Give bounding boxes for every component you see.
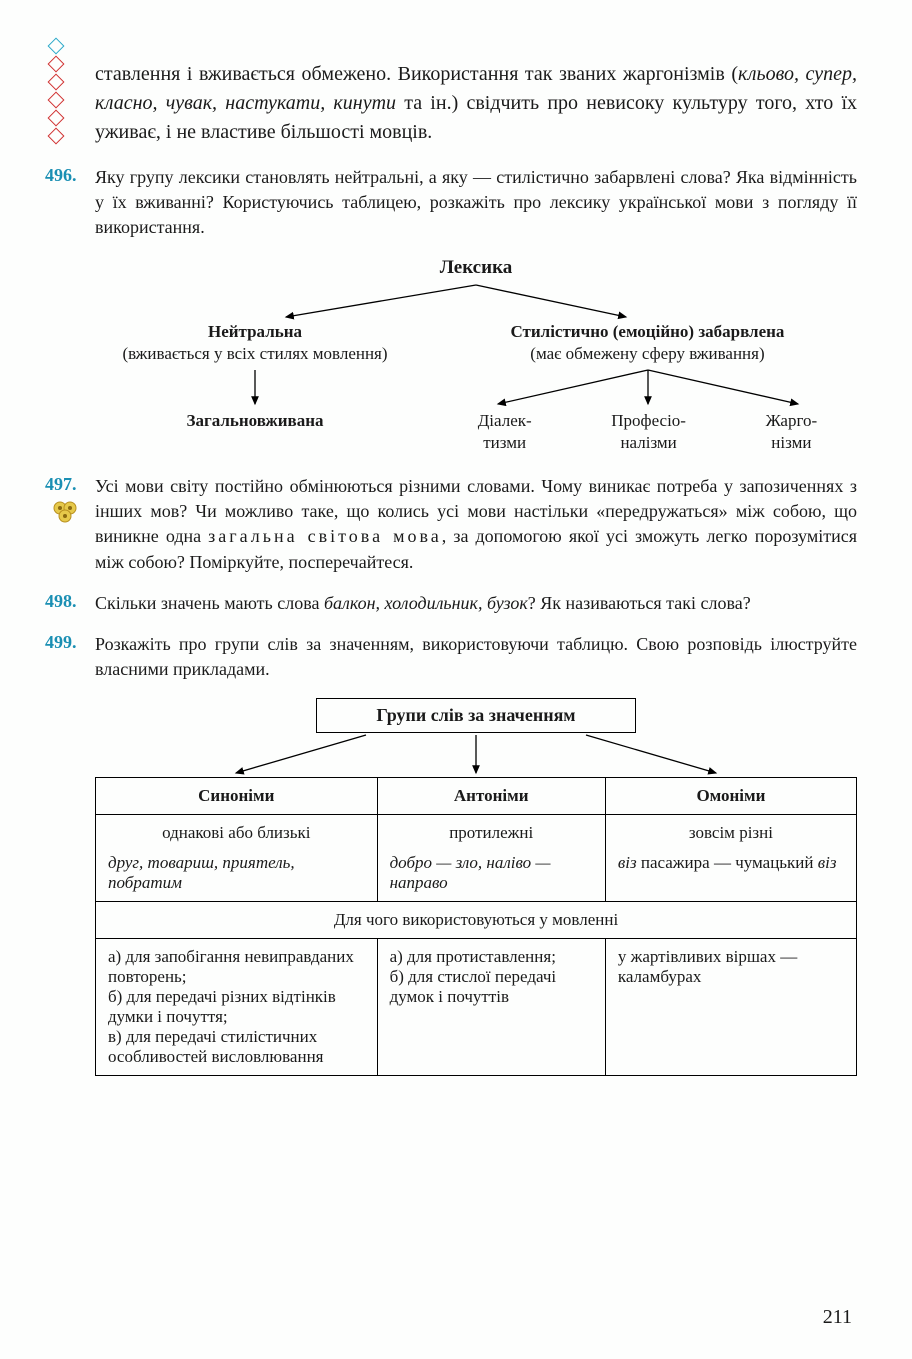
tree-leaf: Діалек- тизми bbox=[478, 410, 532, 454]
tree-arrow-svg bbox=[235, 368, 275, 410]
tree-level-3: Діалек- тизми Професіо- налізми Жарго- н… bbox=[438, 410, 857, 454]
exercise-number: 497. bbox=[45, 474, 77, 495]
table-cell: а) для протиставлення; б) для стислої пе… bbox=[377, 939, 605, 1076]
diamond-icon bbox=[48, 128, 65, 145]
diamond-icon bbox=[48, 110, 65, 127]
margin-ornament bbox=[50, 40, 62, 142]
diamond-icon bbox=[48, 92, 65, 109]
branch-title: Стилістично (емоційно) забарвлена bbox=[510, 322, 784, 341]
exercise-496: 496. Яку групу лексики становлять нейтра… bbox=[55, 165, 857, 241]
word-groups-table: Синоніми Антоніми Омоніми однакові або б… bbox=[95, 777, 857, 1076]
cell-meaning: зовсім різні bbox=[618, 823, 844, 843]
diamond-icon bbox=[48, 74, 65, 91]
table-cell: протилежні добро — зло, наліво — направо bbox=[377, 815, 605, 902]
ex498-italic: балкон, холодильник, бузок bbox=[324, 593, 528, 613]
tree-connector-svg bbox=[156, 283, 796, 321]
cell-example: добро — зло, наліво — направо bbox=[390, 853, 593, 893]
table-header-row: Синоніми Антоніми Омоніми bbox=[96, 778, 857, 815]
table-span-row: Для чого використовуються у мовленні bbox=[96, 902, 857, 939]
textbook-page: ставлення і вживається обмежено. Викорис… bbox=[0, 0, 912, 1359]
ex498-t2: ? Як називаються такі слова? bbox=[528, 593, 751, 613]
intro-text-1: ставлення і вживається обмежено. Викорис… bbox=[95, 63, 738, 85]
branch-title: Нейтральна bbox=[208, 322, 302, 341]
exercise-number: 496. bbox=[45, 165, 77, 186]
tree-leaf: Жарго- нізми bbox=[766, 410, 818, 454]
exercise-number: 499. bbox=[45, 632, 77, 653]
tree-level-2: Нейтральна (вживається у всіх стилях мов… bbox=[95, 321, 857, 454]
lexicon-tree-diagram: Лексика Нейтральна (вживається у всіх ст… bbox=[95, 257, 857, 454]
exercise-text: Скільки значень мають слова балкон, холо… bbox=[95, 591, 857, 616]
diamond-icon bbox=[48, 38, 65, 55]
cell-meaning: протилежні bbox=[390, 823, 593, 843]
ex498-t1: Скільки значень мають слова bbox=[95, 593, 324, 613]
exercise-498: 498. Скільки значень мають слова балкон,… bbox=[55, 591, 857, 616]
intro-paragraph: ставлення і вживається обмежено. Викорис… bbox=[95, 60, 857, 147]
ex-mid: пасажира — чумацький bbox=[637, 853, 818, 872]
ex497-spaced: загальна світова мова bbox=[208, 526, 442, 546]
tree-root: Лексика bbox=[95, 257, 857, 279]
word-groups-diagram: Групи слів за значенням Синоніми Антонім… bbox=[95, 698, 857, 1076]
diagram-header-box: Групи слів за значенням bbox=[316, 698, 636, 733]
table-cell: а) для запобігання невиправданих повторе… bbox=[96, 939, 378, 1076]
exercise-text: Розкажіть про групи слів за значенням, в… bbox=[95, 632, 857, 682]
branch-sub: (вживається у всіх стилях мовлення) bbox=[122, 344, 387, 363]
exercise-text: Усі мови світу постійно обмінюються різн… bbox=[95, 474, 857, 575]
exercise-497: 497. Усі мови світу постійно обмінюються… bbox=[55, 474, 857, 575]
col-header: Омоніми bbox=[605, 778, 856, 815]
branch-sub: (має обмежену сферу вживання) bbox=[530, 344, 764, 363]
table-cell: у жартівливих віршах — каламбурах bbox=[605, 939, 856, 1076]
page-number: 211 bbox=[823, 1306, 852, 1329]
ex-italic: віз bbox=[818, 853, 837, 872]
table-row: однакові або близькі друг, товариш, прия… bbox=[96, 815, 857, 902]
tree-leaf: Професіо- налізми bbox=[611, 410, 686, 454]
tree-branch-left: Нейтральна (вживається у всіх стилях мов… bbox=[95, 321, 415, 454]
exercise-number: 498. bbox=[45, 591, 77, 612]
cell-example: друг, товариш, приятель, побратим bbox=[108, 853, 365, 893]
tree-leaf: Загальновживана bbox=[95, 410, 415, 432]
ex-italic: віз bbox=[618, 853, 637, 872]
col-header: Антоніми bbox=[377, 778, 605, 815]
diagram-connector-svg bbox=[116, 733, 836, 777]
span-header-cell: Для чого використовуються у мовленні bbox=[96, 902, 857, 939]
table-cell: однакові або близькі друг, товариш, прия… bbox=[96, 815, 378, 902]
table-cell: зовсім різні віз пасажира — чумацький ві… bbox=[605, 815, 856, 902]
table-row: а) для запобігання невиправданих повторе… bbox=[96, 939, 857, 1076]
col-header: Синоніми bbox=[96, 778, 378, 815]
discussion-icon bbox=[50, 498, 80, 535]
diamond-icon bbox=[48, 56, 65, 73]
tree-branch-right: Стилістично (емоційно) забарвлена (має о… bbox=[438, 321, 857, 454]
exercise-text: Яку групу лексики становлять нейтральні,… bbox=[95, 165, 857, 241]
cell-example: віз пасажира — чумацький віз bbox=[618, 853, 844, 873]
cell-meaning: однакові або близькі bbox=[108, 823, 365, 843]
tree-branching-svg bbox=[438, 368, 858, 410]
exercise-499: 499. Розкажіть про групи слів за значенн… bbox=[55, 632, 857, 682]
